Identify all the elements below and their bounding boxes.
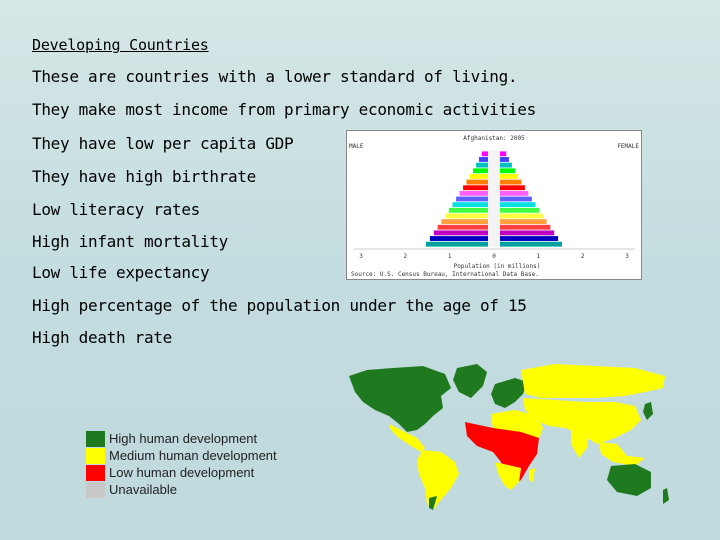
bullet-low-literacy: Low literacy rates bbox=[32, 200, 200, 219]
bullet-primary-activities: They make most income from primary econo… bbox=[32, 100, 536, 119]
map-south-america bbox=[417, 450, 459, 510]
pyramid-bar bbox=[500, 202, 536, 208]
map-se-asia bbox=[599, 442, 645, 466]
pyramid-bar bbox=[500, 157, 509, 162]
legend-swatch-unavailable bbox=[86, 481, 105, 498]
legend-item-low: Low human development bbox=[86, 464, 277, 481]
legend-label-unavailable: Unavailable bbox=[109, 482, 177, 497]
pyramid-bar bbox=[459, 190, 488, 196]
pyramid-bar bbox=[500, 224, 551, 230]
bullet-high-death-rate: High death rate bbox=[32, 328, 172, 347]
pyramid-bar bbox=[433, 230, 488, 236]
map-africa-south bbox=[495, 462, 521, 490]
pyramid-bar bbox=[429, 236, 488, 241]
map-madagascar bbox=[529, 468, 535, 482]
pyramid-tick-label: 3 bbox=[359, 253, 363, 260]
bullet-standard-of-living: These are countries with a lower standar… bbox=[32, 67, 518, 86]
pyramid-bar bbox=[456, 196, 488, 202]
pyramid-tick-label: 3 bbox=[625, 253, 629, 260]
map-central-america bbox=[389, 424, 425, 452]
legend-swatch-low bbox=[86, 464, 105, 481]
pyramid-title: Afghanistan: 2005 bbox=[463, 135, 525, 142]
pyramid-male-label: MALE bbox=[349, 143, 364, 150]
pyramid-bars bbox=[426, 151, 562, 247]
pyramid-bar bbox=[500, 207, 540, 213]
bullet-high-birthrate: They have high birthrate bbox=[32, 167, 256, 186]
pyramid-bar bbox=[500, 236, 559, 241]
pyramid-bar bbox=[500, 168, 515, 174]
pyramid-bar bbox=[500, 151, 507, 157]
pyramid-bar bbox=[500, 173, 519, 179]
population-pyramid-image: Afghanistan: 2005 MALE FEMALE 3 2 1 0 1 2 3 Po… bbox=[346, 130, 642, 280]
pyramid-tick-label: 2 bbox=[404, 253, 408, 260]
legend-item-unavailable: Unavailable bbox=[86, 481, 277, 498]
pyramid-bar bbox=[500, 219, 547, 225]
map-new-zealand bbox=[663, 488, 669, 504]
slide-title: Developing Countries bbox=[32, 36, 209, 54]
pyramid-tick-label: 1 bbox=[537, 253, 541, 260]
pyramid-bar bbox=[500, 185, 525, 191]
map-north-america bbox=[349, 366, 451, 432]
pyramid-bar bbox=[500, 190, 529, 196]
pyramid-bar bbox=[469, 173, 488, 179]
bullet-infant-mortality: High infant mortality bbox=[32, 232, 228, 251]
map-europe bbox=[491, 378, 527, 408]
pyramid-bar bbox=[476, 162, 488, 168]
pyramid-bar bbox=[481, 151, 488, 157]
legend-item-high: High human development bbox=[86, 430, 277, 447]
map-japan bbox=[643, 402, 653, 420]
pyramid-tick-label: 0 bbox=[492, 253, 496, 260]
legend-label-medium: Medium human development bbox=[109, 448, 277, 463]
legend-item-medium: Medium human development bbox=[86, 447, 277, 464]
pyramid-x-caption: Population (in millions) bbox=[454, 263, 541, 270]
legend-swatch-high bbox=[86, 430, 105, 447]
pyramid-tick-label: 1 bbox=[448, 253, 452, 260]
world-development-map bbox=[345, 358, 672, 512]
pyramid-bar bbox=[500, 213, 543, 219]
pyramid-bar bbox=[500, 162, 512, 168]
pyramid-source: Source: U.S. Census Bureau, Internationa… bbox=[351, 271, 539, 278]
pyramid-bar bbox=[441, 219, 488, 225]
pyramid-bar bbox=[463, 185, 488, 191]
map-legend: High human development Medium human deve… bbox=[86, 430, 277, 498]
bullet-population-under-15: High percentage of the population under … bbox=[32, 296, 527, 315]
pyramid-bar bbox=[445, 213, 488, 219]
pyramid-bar bbox=[473, 168, 488, 174]
legend-label-high: High human development bbox=[109, 431, 258, 446]
pyramid-bar bbox=[500, 241, 562, 247]
map-india bbox=[571, 428, 589, 458]
pyramid-bar bbox=[437, 224, 488, 230]
map-asia bbox=[523, 398, 641, 444]
legend-swatch-medium bbox=[86, 447, 105, 464]
bullet-life-expectancy: Low life expectancy bbox=[32, 263, 210, 282]
pyramid-ticks: 3 2 1 0 1 2 3 bbox=[359, 253, 629, 260]
map-russia bbox=[521, 364, 665, 398]
pyramid-bar bbox=[500, 230, 555, 236]
map-greenland bbox=[453, 364, 487, 398]
pyramid-age-column bbox=[488, 151, 500, 247]
bullet-low-gdp: They have low per capita GDP bbox=[32, 134, 294, 153]
pyramid-bar bbox=[448, 207, 488, 213]
pyramid-bar bbox=[466, 179, 488, 185]
pyramid-female-label: FEMALE bbox=[617, 143, 639, 150]
legend-label-low: Low human development bbox=[109, 465, 255, 480]
pyramid-bar bbox=[452, 202, 488, 208]
pyramid-bar bbox=[500, 196, 532, 202]
pyramid-bar bbox=[426, 241, 488, 247]
map-australia bbox=[607, 464, 651, 496]
pyramid-bar bbox=[500, 179, 522, 185]
pyramid-tick-label: 2 bbox=[581, 253, 585, 260]
map-south-america-south bbox=[429, 496, 437, 510]
pyramid-bar bbox=[479, 157, 488, 162]
